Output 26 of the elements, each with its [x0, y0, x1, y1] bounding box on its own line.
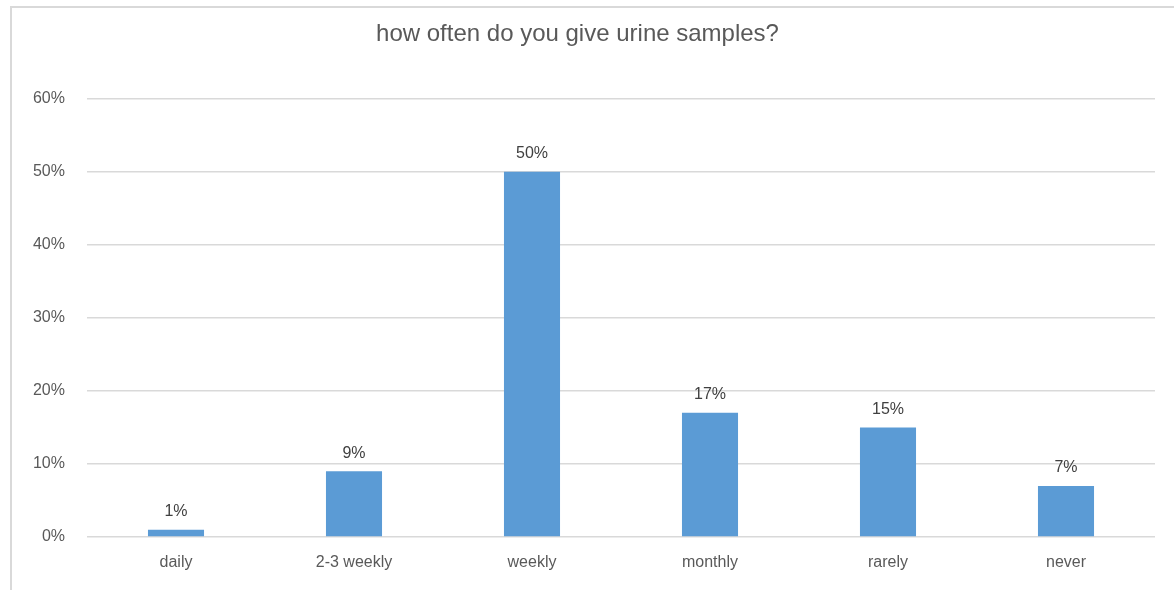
y-tick-label: 10%: [32, 454, 65, 472]
x-tick-label: 2-3 weekly: [315, 553, 393, 571]
x-tick-label: daily: [159, 553, 193, 571]
x-tick-label: never: [1045, 553, 1087, 571]
x-tick-label: monthly: [681, 553, 739, 571]
x-tick-label: rarely: [867, 553, 909, 571]
data-label: 1%: [164, 502, 188, 520]
data-label: 9%: [342, 443, 366, 461]
y-tick-label: 50%: [32, 162, 65, 180]
chart-title: how often do you give urine samples?: [376, 19, 779, 47]
y-tick-label: 60%: [32, 89, 65, 107]
data-label: 15%: [871, 399, 905, 417]
bar: [147, 529, 205, 537]
bar: [1037, 485, 1095, 537]
y-tick-label: 40%: [32, 235, 65, 253]
bar: [681, 412, 739, 537]
bar: [325, 471, 383, 537]
y-tick-label: 20%: [32, 381, 65, 399]
y-tick-label: 30%: [32, 308, 65, 326]
y-tick-label: 0%: [41, 527, 65, 545]
data-label: 17%: [693, 385, 727, 403]
bar: [503, 171, 561, 537]
data-label: 50%: [515, 144, 549, 162]
data-label: 7%: [1054, 458, 1078, 476]
bar: [859, 427, 917, 537]
x-tick-label: weekly: [506, 553, 557, 571]
